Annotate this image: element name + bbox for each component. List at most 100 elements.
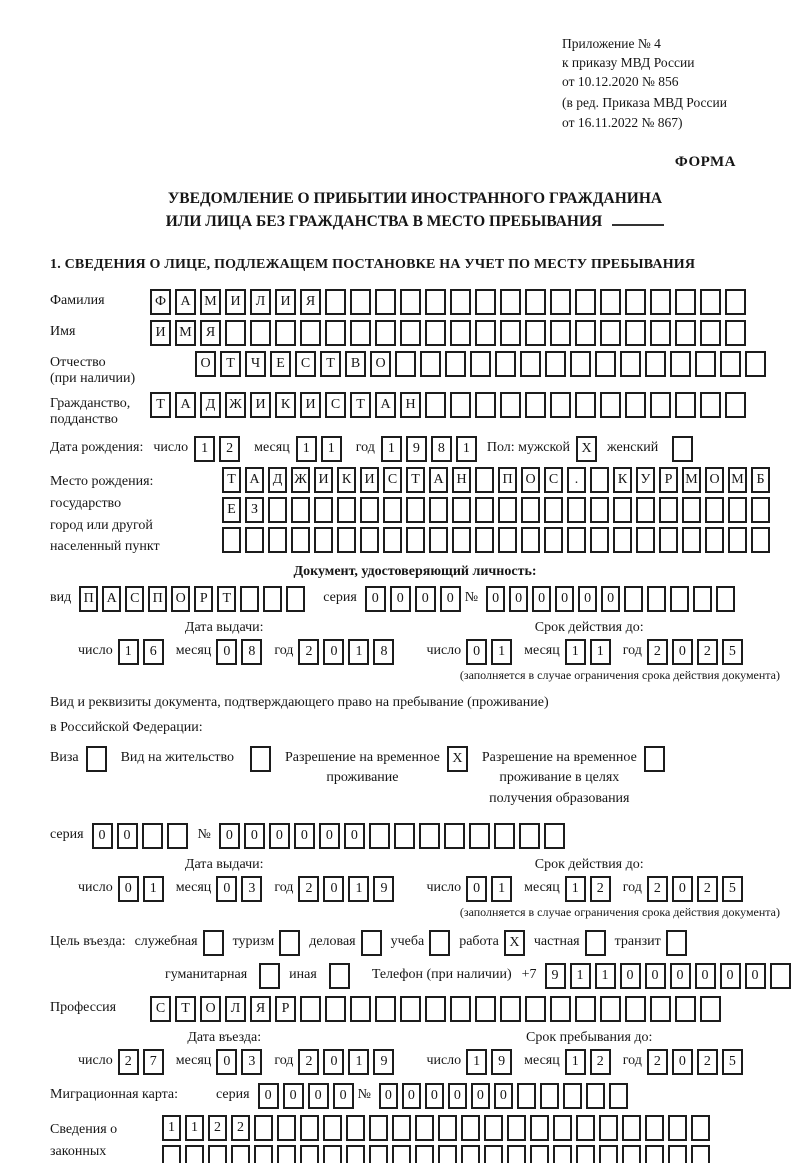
char-cell[interactable]: 1 [569,962,591,989]
char-cell[interactable] [650,320,671,347]
char-cell[interactable]: Ч [245,351,266,378]
char-cell[interactable] [521,497,540,524]
char-cell[interactable] [323,1144,342,1163]
char-cell[interactable]: Ж [291,467,310,494]
char-cell[interactable]: 2 [589,1048,611,1075]
char-cell[interactable]: Т [222,467,241,494]
char-cell[interactable] [383,497,402,524]
temp-residence-edu-checkbox[interactable] [643,746,665,773]
char-cell[interactable]: 2 [646,1048,668,1075]
char-cell[interactable]: 1 [348,639,370,666]
char-cell[interactable]: 1 [320,436,342,463]
char-cell[interactable]: 1 [380,436,402,463]
char-cell[interactable] [185,1144,204,1163]
char-cell[interactable] [576,1144,595,1163]
char-cell[interactable]: 9 [491,1048,513,1075]
char-cell[interactable]: Я [250,995,271,1022]
purpose-private-checkbox[interactable] [584,929,606,956]
char-cell[interactable] [325,289,346,316]
char-cell[interactable]: С [125,586,145,613]
char-cell[interactable] [450,289,471,316]
char-cell[interactable] [650,289,671,316]
char-cell[interactable] [675,289,696,316]
char-cell[interactable] [693,586,713,613]
char-cell[interactable] [254,1114,273,1141]
char-cell[interactable]: 0 [216,639,238,666]
char-cell[interactable]: 1 [185,1114,204,1141]
char-cell[interactable] [450,392,471,419]
char-cell[interactable]: А [245,467,264,494]
char-cell[interactable] [670,351,691,378]
char-cell[interactable] [675,995,696,1022]
char-cell[interactable] [475,527,494,554]
char-cell[interactable] [500,289,521,316]
char-cell[interactable]: 2 [298,639,320,666]
char-cell[interactable] [525,995,546,1022]
char-cell[interactable]: Т [220,351,241,378]
char-cell[interactable]: К [275,392,296,419]
char-cell[interactable] [550,289,571,316]
char-cell[interactable] [595,351,616,378]
char-cell[interactable] [622,1144,641,1163]
char-cell[interactable] [346,1144,365,1163]
char-cell[interactable] [525,320,546,347]
char-cell[interactable]: Т [406,467,425,494]
char-cell[interactable] [475,320,496,347]
char-cell[interactable] [425,392,446,419]
char-cell[interactable]: 0 [216,1048,238,1075]
char-cell[interactable] [613,527,632,554]
char-cell[interactable] [530,1144,549,1163]
char-cell[interactable]: 0 [307,1082,329,1109]
char-cell[interactable] [544,497,563,524]
char-cell[interactable] [166,822,188,849]
char-cell[interactable]: 0 [216,875,238,902]
char-cell[interactable]: М [200,289,221,316]
char-cell[interactable]: Т [217,586,237,613]
char-cell[interactable]: М [682,467,701,494]
char-cell[interactable]: 5 [721,639,743,666]
char-cell[interactable]: 0 [447,1082,467,1109]
char-cell[interactable] [682,497,701,524]
char-cell[interactable]: О [195,351,216,378]
char-cell[interactable] [600,289,621,316]
char-cell[interactable] [645,1144,664,1163]
char-cell[interactable] [570,351,591,378]
char-cell[interactable] [425,320,446,347]
char-cell[interactable]: А [429,467,448,494]
char-cell[interactable]: 2 [589,875,611,902]
char-cell[interactable]: Б [751,467,770,494]
char-cell[interactable] [325,995,346,1022]
char-cell[interactable]: Ф [150,289,171,316]
char-cell[interactable]: 8 [241,639,263,666]
char-cell[interactable]: 0 [719,962,741,989]
char-cell[interactable] [368,822,390,849]
char-cell[interactable] [443,822,465,849]
char-cell[interactable]: А [175,289,196,316]
char-cell[interactable] [346,1114,365,1141]
char-cell[interactable] [545,351,566,378]
char-cell[interactable] [636,497,655,524]
char-cell[interactable] [620,351,641,378]
char-cell[interactable]: 0 [555,586,575,613]
char-cell[interactable] [647,586,667,613]
char-cell[interactable]: Е [222,497,241,524]
char-cell[interactable]: 0 [282,1082,304,1109]
char-cell[interactable]: 7 [142,1048,164,1075]
char-cell[interactable]: 0 [470,1082,490,1109]
char-cell[interactable] [613,497,632,524]
char-cell[interactable] [745,351,766,378]
char-cell[interactable]: И [314,467,333,494]
char-cell[interactable]: Я [300,289,321,316]
char-cell[interactable] [475,497,494,524]
char-cell[interactable] [507,1114,526,1141]
char-cell[interactable] [668,1114,687,1141]
char-cell[interactable] [521,527,540,554]
char-cell[interactable] [438,1144,457,1163]
char-cell[interactable] [539,1082,559,1109]
char-cell[interactable]: 0 [389,586,411,613]
char-cell[interactable] [525,392,546,419]
char-cell[interactable] [468,822,490,849]
char-cell[interactable]: 1 [491,639,513,666]
char-cell[interactable] [500,995,521,1022]
char-cell[interactable] [495,351,516,378]
